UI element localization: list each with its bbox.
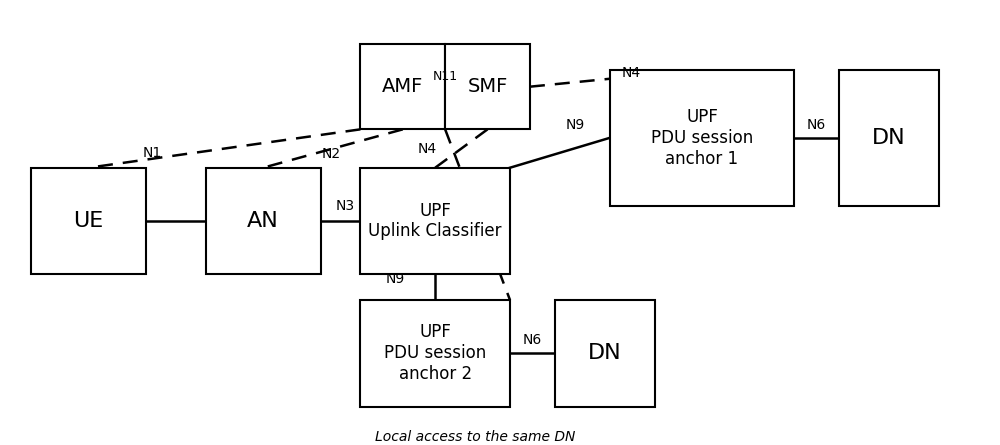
Text: N4: N4 [621,66,641,80]
FancyBboxPatch shape [445,44,530,129]
Text: AN: AN [247,211,279,231]
FancyBboxPatch shape [360,300,510,407]
FancyBboxPatch shape [839,69,939,206]
Text: N11: N11 [433,69,458,82]
Text: Local access to the same DN: Local access to the same DN [375,430,575,444]
Text: N6: N6 [523,333,542,348]
Text: DN: DN [872,128,906,148]
FancyBboxPatch shape [555,300,655,407]
Text: DN: DN [588,343,622,363]
Text: SMF: SMF [467,77,508,96]
Text: UE: UE [74,211,104,231]
Text: N9: N9 [386,271,405,286]
Text: N9: N9 [566,118,585,132]
Text: UPF
PDU session
anchor 2: UPF PDU session anchor 2 [384,324,486,383]
Text: N3: N3 [336,199,355,213]
Text: N2: N2 [322,147,341,161]
Text: AMF: AMF [382,77,423,96]
Text: N1: N1 [143,146,162,160]
FancyBboxPatch shape [610,69,794,206]
FancyBboxPatch shape [206,168,320,275]
Text: UPF
Uplink Classifier: UPF Uplink Classifier [368,202,502,240]
FancyBboxPatch shape [31,168,146,275]
FancyBboxPatch shape [360,168,510,275]
Text: N6: N6 [807,118,826,132]
FancyBboxPatch shape [360,44,445,129]
Text: N4: N4 [417,142,436,156]
Text: UPF
PDU session
anchor 1: UPF PDU session anchor 1 [651,108,753,168]
